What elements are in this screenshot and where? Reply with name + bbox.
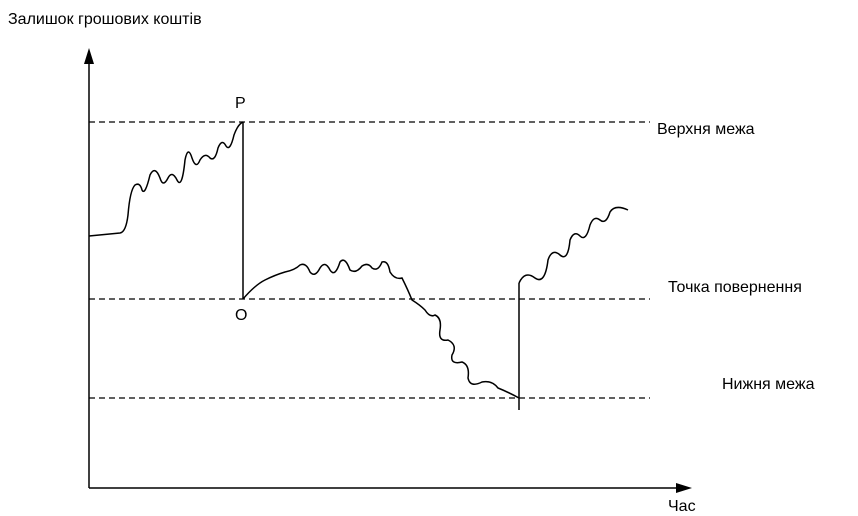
point-p-label: P <box>235 95 246 112</box>
lower-limit-label: Нижня межа <box>722 376 815 393</box>
return-point-label: Точка повернення <box>668 279 802 296</box>
point-o-label: O <box>235 307 247 324</box>
upper-limit-label: Верхня межа <box>657 121 755 138</box>
y-axis-label: Залишок грошових коштів <box>8 11 202 28</box>
x-axis-arrow <box>676 483 692 493</box>
balance-curve <box>518 206 629 284</box>
x-axis-label: Час <box>668 498 696 515</box>
balance-curve <box>242 259 520 399</box>
y-axis-arrow <box>84 48 94 64</box>
balance-curve <box>88 121 244 237</box>
